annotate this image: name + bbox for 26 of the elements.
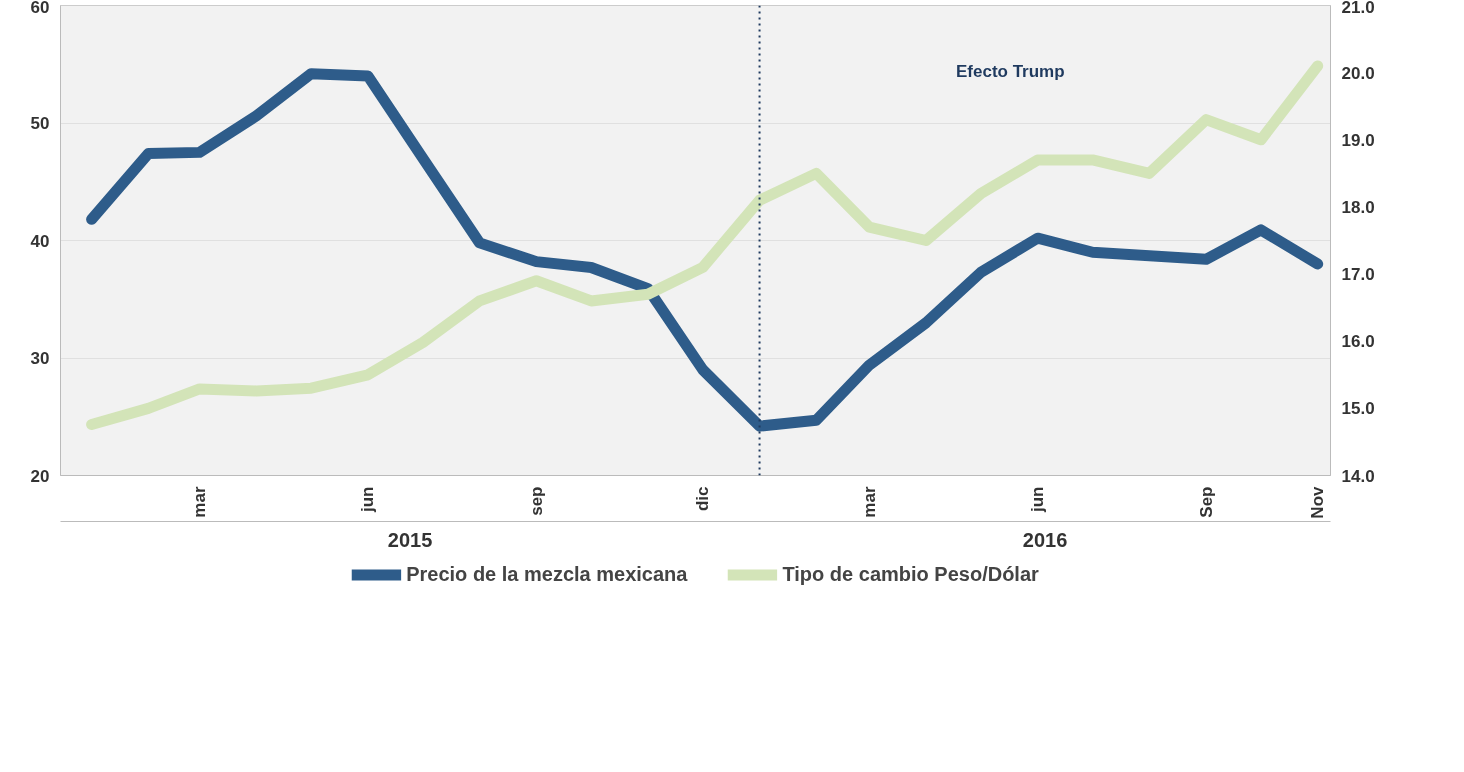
- x-tick-label: jun: [1028, 486, 1048, 513]
- text: 2016: [1022, 528, 1068, 551]
- y2-tick-label: 16.0: [1341, 332, 1375, 352]
- y2-tick-label: 17.0: [1341, 265, 1375, 285]
- x-tick-label: Nov: [1308, 485, 1328, 519]
- y2-tick-label: 21.0: [1341, 0, 1375, 17]
- y2-tick-label: 15.0: [1341, 399, 1375, 419]
- y2-tick-label: 20.0: [1341, 63, 1375, 83]
- text: 2015: [387, 528, 433, 551]
- x-tick-label: mar: [190, 486, 210, 518]
- y-tick-label: 20: [30, 466, 50, 486]
- y-tick-label: 60: [30, 0, 50, 17]
- legend-label: Tipo de cambio Peso/Dólar: [782, 562, 1039, 586]
- y-tick-label: 50: [30, 114, 50, 133]
- x-tick-label: Sep: [1196, 486, 1216, 518]
- y2-tick-label: 19.0: [1341, 130, 1375, 150]
- x-tick-label: jun: [358, 486, 378, 513]
- x-tick-label: sep: [526, 486, 546, 516]
- annotation: Efecto Trump: [955, 61, 1065, 81]
- y-tick-label: 40: [30, 231, 50, 251]
- y2-tick-label: 14.0: [1341, 466, 1375, 486]
- x-tick-label: mar: [859, 486, 879, 518]
- y2-tick-label: 18.0: [1341, 197, 1375, 217]
- x-tick-label: dic: [693, 486, 713, 512]
- legend-label: Precio de la mezcla mexicana: [406, 562, 688, 586]
- y-tick-label: 30: [30, 349, 50, 368]
